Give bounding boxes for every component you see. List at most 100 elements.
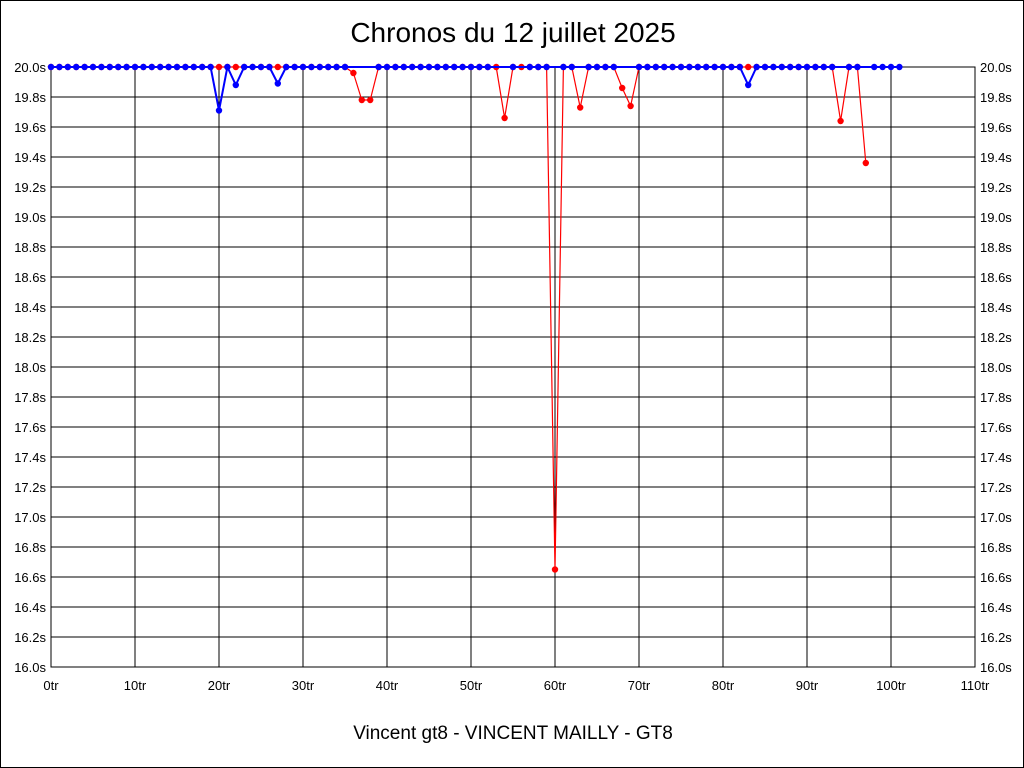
data-point: [392, 63, 399, 71]
data-point: [232, 81, 239, 89]
data-point: [199, 63, 206, 71]
y-tick-label-right: 20.0s: [980, 60, 1012, 75]
x-tick-label: 60tr: [544, 678, 567, 693]
y-tick-label-left: 16.6s: [14, 570, 46, 585]
data-point: [677, 63, 685, 71]
tick-labels: 16.0s 16.0s 16.2s 16.2s 16.4s 16.4s 16.6s 16.6s…: [14, 60, 1012, 693]
data-point: [778, 63, 785, 71]
y-tick-label-right: 19.0s: [980, 210, 1012, 225]
x-tick-label: 20tr: [208, 678, 231, 693]
data-point: [644, 63, 651, 71]
data-point: [224, 63, 231, 71]
data-point: [316, 63, 323, 71]
y-tick-label-left: 19.8s: [14, 90, 46, 105]
x-tick-label: 90tr: [796, 678, 819, 693]
data-point: [795, 63, 802, 71]
data-point: [467, 63, 475, 71]
y-tick-label-left: 16.2s: [14, 630, 46, 645]
data-point: [862, 159, 869, 167]
data-point: [703, 63, 710, 71]
data-point: [358, 96, 365, 104]
y-tick-label-right: 17.8s: [980, 390, 1012, 405]
y-tick-label-right: 18.2s: [980, 330, 1012, 345]
y-tick-label-right: 19.8s: [980, 90, 1012, 105]
y-tick-label-left: 18.6s: [14, 270, 46, 285]
y-tick-label-left: 19.6s: [14, 120, 46, 135]
data-point: [89, 63, 97, 71]
data-point: [896, 63, 903, 71]
data-point: [266, 63, 273, 71]
series-line: [51, 63, 900, 111]
data-point: [215, 107, 223, 114]
y-tick-label-right: 18.4s: [980, 300, 1012, 315]
y-tick-label-right: 19.6s: [980, 120, 1012, 135]
data-point: [115, 63, 122, 71]
chart-title: Chronos du 12 juillet 2025: [350, 17, 676, 48]
y-tick-label-left: 17.8s: [14, 390, 46, 405]
x-tick-label: 50tr: [460, 678, 483, 693]
data-point: [560, 63, 567, 71]
data-point: [383, 63, 391, 71]
data-point: [879, 63, 886, 71]
y-tick-label-left: 17.2s: [14, 480, 46, 495]
data-point: [728, 63, 735, 71]
data-point: [686, 63, 693, 71]
x-tick-label: 110tr: [961, 678, 990, 693]
data-point: [157, 63, 164, 71]
data-point: [47, 63, 55, 71]
y-tick-label-left: 20.0s: [14, 60, 46, 75]
y-tick-label-right: 16.6s: [980, 570, 1012, 585]
data-point: [543, 63, 550, 71]
y-tick-label-left: 19.2s: [14, 180, 46, 195]
data-point: [173, 63, 181, 71]
data-point: [434, 63, 441, 71]
y-tick-label-right: 17.4s: [980, 450, 1012, 465]
data-point: [568, 63, 575, 71]
chart-subtitle: Vincent gt8 - VINCENT MAILLY - GT8: [353, 723, 673, 744]
data-point: [484, 63, 491, 71]
y-tick-label-left: 16.8s: [14, 540, 46, 555]
grid: [50, 66, 976, 668]
y-tick-label-left: 16.0s: [14, 660, 46, 675]
data-point: [308, 63, 315, 71]
data-point: [627, 102, 634, 110]
data-point: [249, 63, 256, 71]
data-point: [753, 63, 760, 71]
x-tick-label: 80tr: [712, 678, 735, 693]
data-point: [274, 63, 281, 71]
y-tick-label-left: 17.6s: [14, 420, 46, 435]
data-point: [232, 63, 239, 71]
y-tick-label-right: 18.6s: [980, 270, 1012, 285]
series-0: [47, 63, 869, 573]
data-point: [148, 63, 155, 71]
data-point: [661, 63, 668, 71]
data-point: [770, 63, 777, 71]
x-tick-label: 40tr: [376, 678, 399, 693]
data-point: [610, 63, 617, 71]
data-point: [820, 63, 827, 71]
data-point: [425, 63, 433, 71]
data-point: [812, 63, 819, 71]
data-point: [711, 63, 718, 71]
series-line: [51, 66, 867, 570]
y-tick-label-right: 16.4s: [980, 600, 1012, 615]
data-point: [694, 63, 701, 71]
y-tick-label-right: 19.2s: [980, 180, 1012, 195]
data-point: [837, 117, 844, 125]
y-tick-label-left: 18.4s: [14, 300, 46, 315]
y-tick-label-right: 19.4s: [980, 150, 1012, 165]
y-tick-label-left: 18.2s: [14, 330, 46, 345]
data-point: [341, 63, 349, 71]
y-tick-label-left: 18.8s: [14, 240, 46, 255]
data-point: [887, 63, 895, 71]
data-point: [845, 63, 853, 71]
data-point: [350, 69, 357, 77]
data-point: [551, 566, 559, 573]
y-tick-label-right: 16.8s: [980, 540, 1012, 555]
data-point: [417, 63, 424, 71]
data-point: [871, 63, 878, 71]
series-1: [47, 63, 903, 114]
y-tick-label-left: 18.0s: [14, 360, 46, 375]
